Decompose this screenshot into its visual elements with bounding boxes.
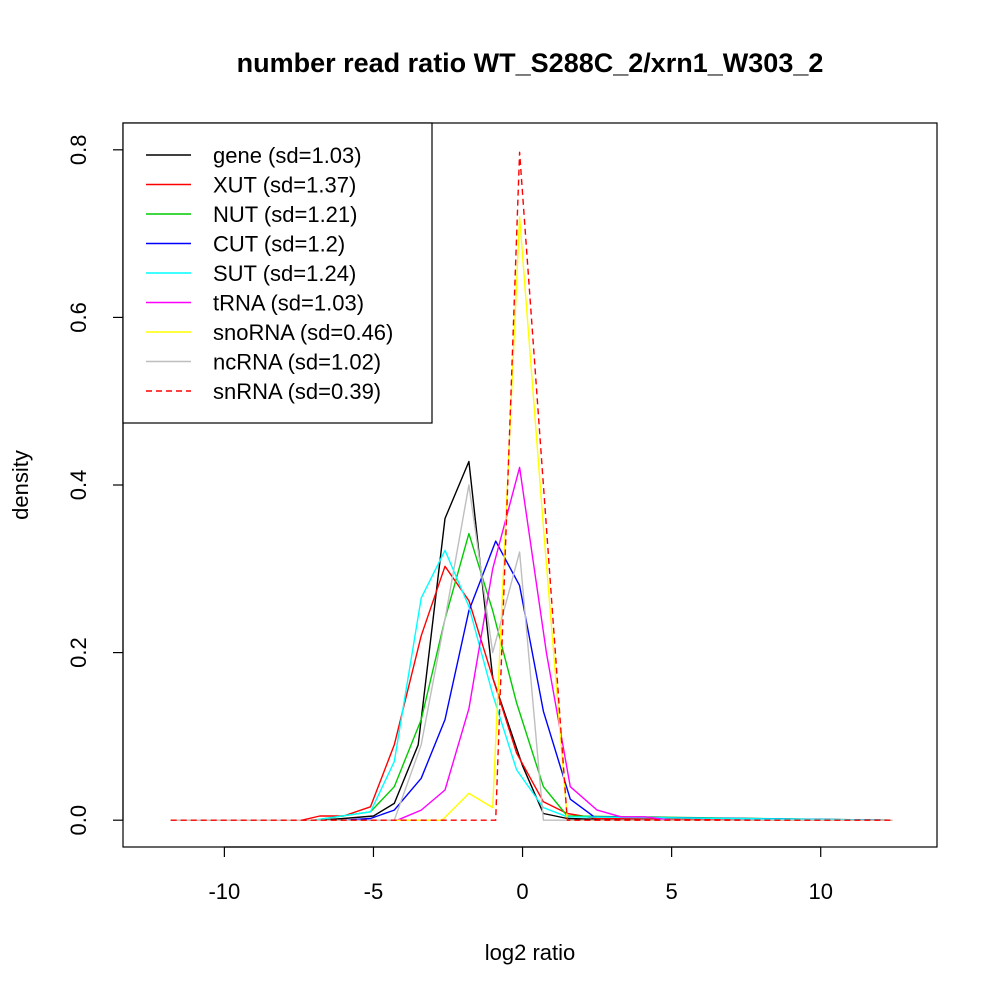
legend-label: snRNA (sd=0.39) — [213, 379, 381, 404]
legend-label: CUT (sd=1.2) — [213, 232, 345, 257]
x-tick-label: -5 — [364, 879, 384, 904]
series-line — [170, 484, 893, 821]
y-tick-label: 0.0 — [66, 805, 91, 836]
series-line — [170, 151, 893, 821]
x-tick-label: 5 — [666, 879, 678, 904]
legend-label: XUT (sd=1.37) — [213, 173, 356, 198]
legend-label: SUT (sd=1.24) — [213, 261, 356, 286]
x-tick-label: 10 — [808, 879, 832, 904]
legend-label: gene (sd=1.03) — [213, 143, 362, 168]
series-line — [170, 540, 893, 821]
series-line — [170, 460, 893, 821]
y-axis-label: density — [8, 450, 33, 520]
y-tick-label: 0.8 — [66, 135, 91, 166]
x-axis-label: log2 ratio — [485, 940, 576, 965]
series-layer — [170, 151, 893, 821]
legend-label: ncRNA (sd=1.02) — [213, 350, 381, 375]
chart-title: number read ratio WT_S288C_2/xrn1_W303_2 — [237, 48, 824, 78]
x-tick-label: -10 — [208, 879, 240, 904]
series-line — [170, 532, 893, 821]
series-line — [170, 466, 893, 821]
series-line — [170, 549, 893, 821]
legend: gene (sd=1.03) XUT (sd=1.37) NUT (sd=1.21)… — [122, 122, 433, 424]
legend-label: snoRNA (sd=0.46) — [213, 320, 393, 345]
x-axis: -10 -5 0 5 10 — [208, 846, 833, 904]
legend-label: tRNA (sd=1.03) — [213, 291, 364, 316]
series-line — [170, 565, 893, 821]
x-tick-label: 0 — [516, 879, 528, 904]
y-tick-label: 0.2 — [66, 637, 91, 668]
legend-label: NUT (sd=1.21) — [213, 202, 357, 227]
y-axis: 0.0 0.2 0.4 0.6 0.8 — [66, 135, 124, 836]
y-tick-label: 0.4 — [66, 470, 91, 501]
y-tick-label: 0.6 — [66, 302, 91, 333]
